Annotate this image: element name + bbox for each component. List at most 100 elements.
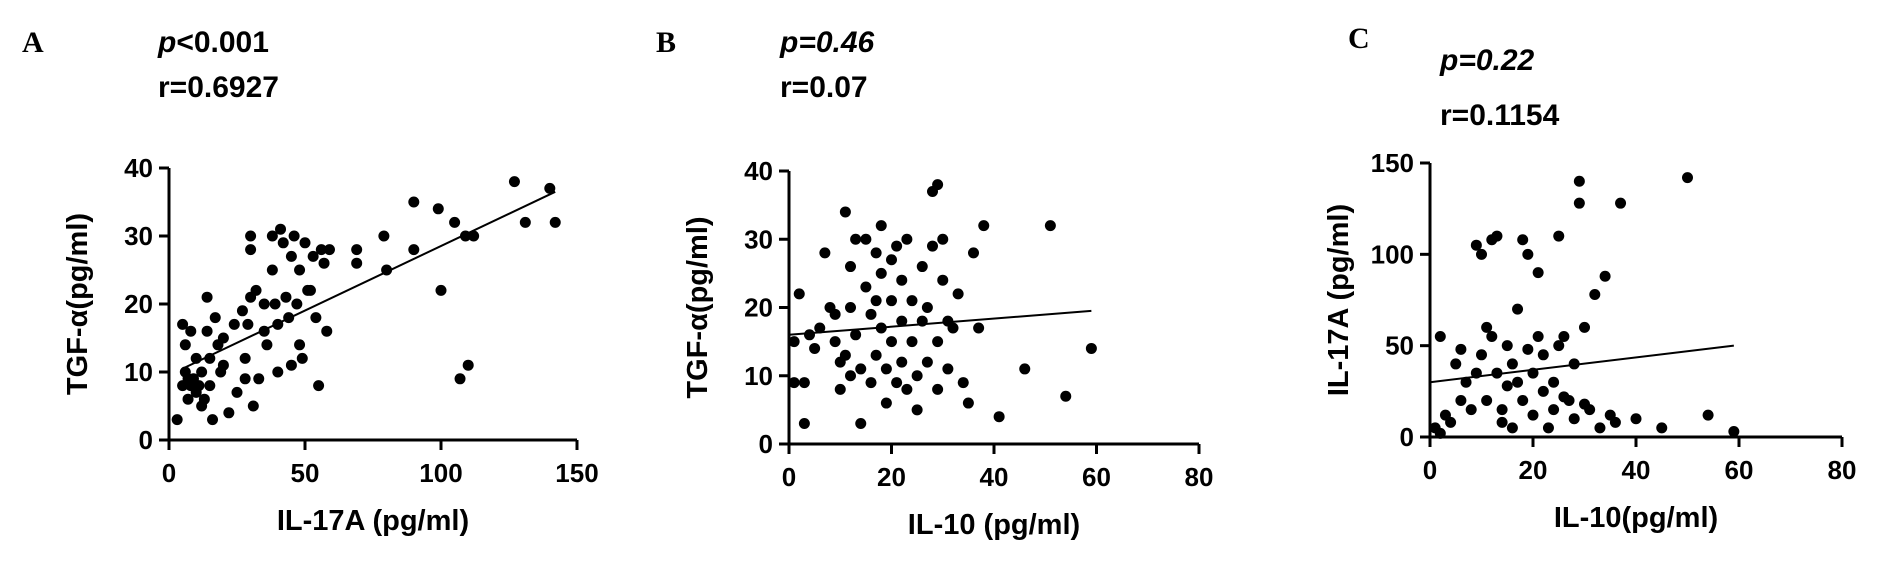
data-point [508,176,520,188]
y-axis-label: TGF-α(pg/ml) [682,216,714,398]
data-point [239,373,251,385]
data-point [462,359,474,371]
r-value-label: r=0.07 [780,71,868,104]
data-point [1548,404,1560,416]
x-tick-label: 0 [1423,455,1437,485]
y-tick-label: 0 [759,429,773,459]
data-point [1599,270,1611,282]
data-point [962,397,974,409]
data-point [829,308,841,320]
data-point [839,349,851,361]
data-point [204,352,216,364]
p-symbol: p [1439,44,1458,77]
data-point [171,414,183,426]
data-point [891,377,903,389]
data-point [408,196,420,208]
data-point [179,339,191,351]
x-axis-label: IL-10 (pg/ml) [908,509,1080,541]
data-point [921,356,933,368]
data-point [1512,303,1524,315]
data-point [285,359,297,371]
data-point [845,302,856,313]
x-tick-label: 0 [782,462,796,492]
data-point [275,223,287,235]
regression-line [182,190,556,370]
data-point [201,325,213,337]
data-point [435,284,447,296]
data-point [1481,394,1493,406]
y-tick-label: 50 [1385,331,1414,361]
data-point [250,284,262,296]
data-point [886,336,897,348]
data-point [1532,267,1544,279]
data-point [1609,416,1621,428]
data-point [1537,385,1549,397]
data-point [793,288,805,300]
data-point [798,418,810,430]
data-point [454,373,466,385]
data-point [860,233,872,245]
data-point [1527,409,1539,421]
data-point [1728,426,1740,438]
data-point [804,329,815,341]
data-point [886,295,897,307]
data-point [870,295,882,307]
data-point [921,302,933,313]
data-point [1481,321,1493,333]
data-point [1496,416,1508,428]
y-tick-label: 10 [124,357,153,387]
data-point [865,308,877,320]
data-point [321,325,333,337]
data-point [855,363,867,375]
data-point [313,380,325,392]
y-tick-label: 10 [744,361,773,391]
data-point [788,336,800,348]
data-point [1517,234,1529,246]
data-point [1682,172,1693,184]
data-point [947,322,959,334]
data-point [850,233,862,245]
regression-line [1429,344,1734,384]
x-tick-label: 20 [877,462,906,492]
data-point [351,244,363,256]
data-point [968,247,979,259]
data-point [1573,175,1585,187]
y-tick-label: 20 [744,293,773,323]
data-point [896,315,908,327]
data-point [277,237,289,249]
data-point [809,342,821,354]
data-point [1615,197,1627,209]
y-tick-label: 40 [124,153,153,183]
data-point [957,377,969,389]
data-point [294,339,306,351]
data-point [850,329,862,341]
data-point [296,352,308,364]
panel-letter: B [656,26,676,59]
data-point [291,298,303,310]
data-point [266,264,278,276]
data-point [860,281,872,293]
data-point [1594,422,1606,434]
y-tick-label: 30 [744,224,773,254]
x-tick-label: 100 [419,458,462,488]
data-point [247,400,259,412]
x-tick-label: 60 [1725,455,1754,485]
y-tick-label: 20 [124,289,153,319]
data-point [285,250,297,262]
data-point [1584,404,1596,416]
data-point [1085,342,1097,354]
data-point [269,298,281,310]
data-point [819,247,831,259]
data-point [798,377,810,389]
data-point [932,336,944,348]
data-point [1501,380,1513,392]
data-point [351,257,363,269]
data-point [911,404,923,416]
data-point [855,418,867,430]
data-point [978,220,990,232]
p-value-label: p<0.001 [157,26,269,59]
data-point [845,261,856,273]
data-point [193,380,205,392]
data-point [1542,422,1554,434]
